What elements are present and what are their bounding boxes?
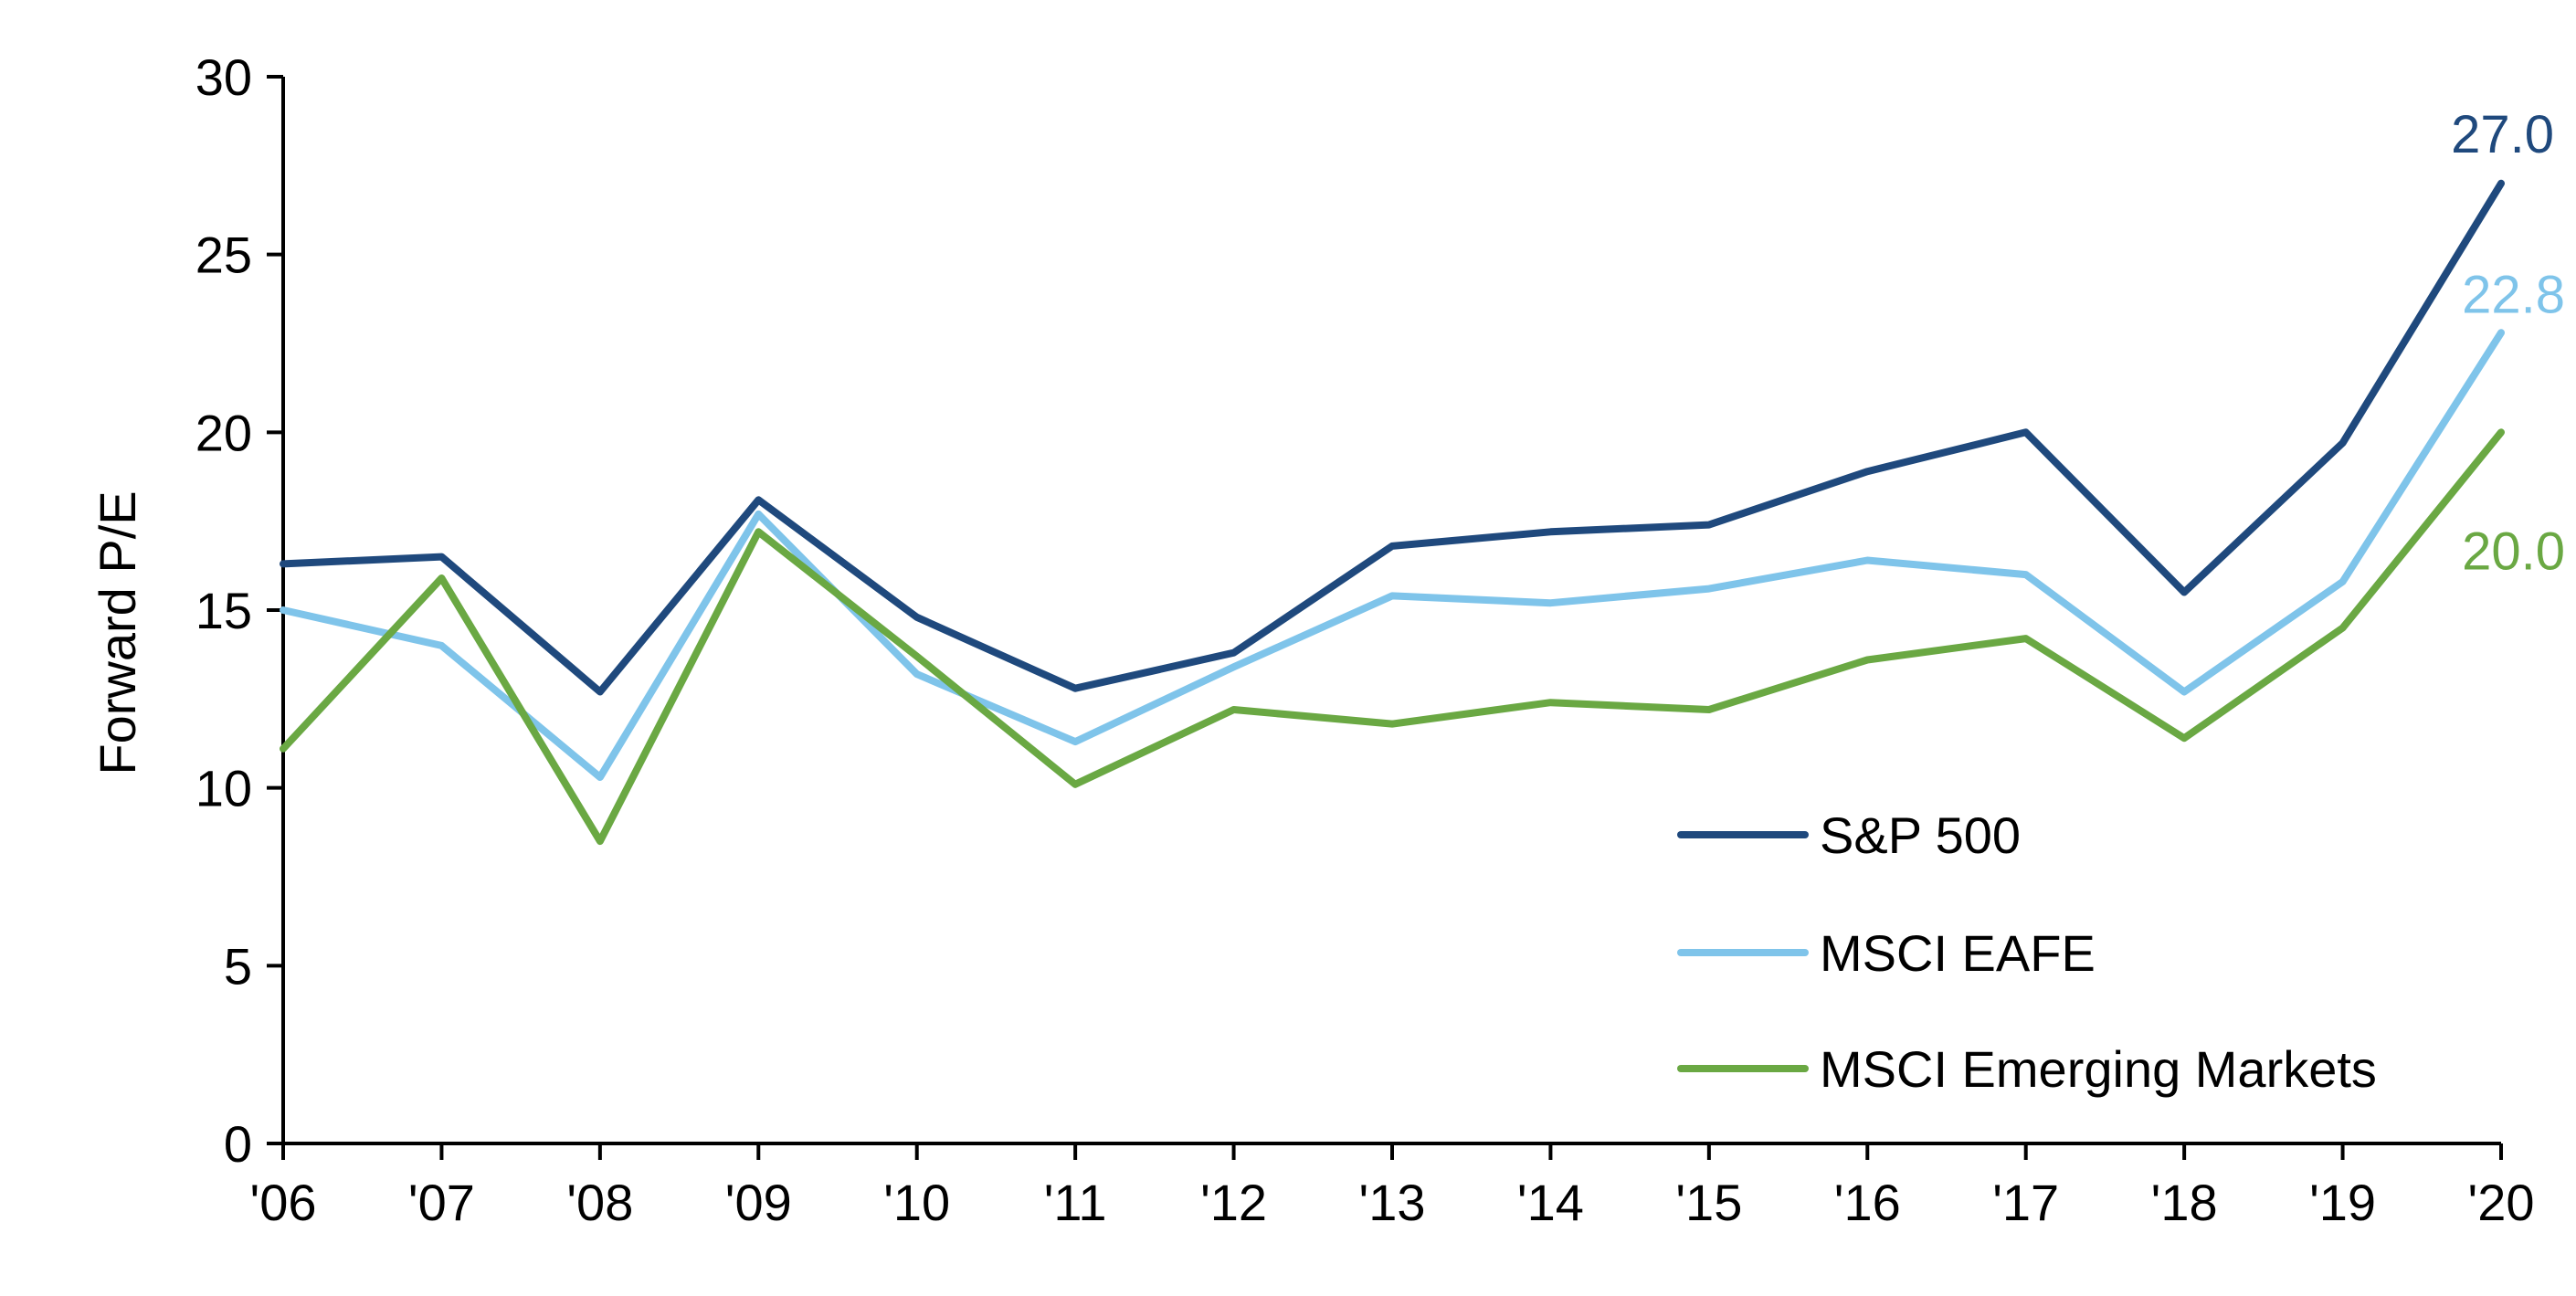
y-tick-label: 5	[224, 937, 252, 995]
axes: 0 5 10 15 20 25 30 '06 '07 '08 '09 '10 '11 '12 '13 '14 '…	[195, 48, 2535, 1231]
x-tick-label: '14	[1517, 1174, 1584, 1231]
x-tick-label: '09	[725, 1174, 792, 1231]
y-tick-label: 30	[195, 48, 252, 106]
x-tick-label: '10	[883, 1174, 950, 1231]
x-tick-label: '18	[2151, 1174, 2218, 1231]
x-tick-label: '06	[250, 1174, 317, 1231]
y-tick-label: 25	[195, 227, 252, 284]
y-tick-label: 20	[195, 404, 252, 461]
x-tick-label: '20	[2468, 1174, 2535, 1231]
end-value-label-2: 22.8	[2462, 265, 2565, 324]
x-tick-label: '17	[1992, 1174, 2059, 1231]
y-tick-label: 10	[195, 760, 252, 817]
x-tick-label: '19	[2309, 1174, 2376, 1231]
x-tick-label: '11	[1044, 1174, 1107, 1231]
series-line-1	[280, 179, 2505, 696]
legend-label-1: S&P 500	[1820, 806, 2021, 864]
legend: S&P 500 MSCI EAFE MSCI Emerging Markets	[1677, 806, 2377, 1098]
series-line-2	[280, 329, 2505, 781]
y-tick-label: 0	[224, 1115, 252, 1173]
end-value-label-3: 20.0	[2462, 522, 2565, 581]
x-tick-label: '12	[1200, 1174, 1267, 1231]
end-value-label-1: 27.0	[2451, 105, 2554, 164]
x-tick-label: '08	[566, 1174, 633, 1231]
y-tick-label: 15	[195, 582, 252, 639]
series-line-3	[280, 428, 2505, 846]
x-tick-label: '15	[1675, 1174, 1742, 1231]
end-value-labels: 27.0 22.8 20.0	[2451, 105, 2565, 582]
x-tick-label: '07	[408, 1174, 475, 1231]
legend-label-2: MSCI EAFE	[1820, 924, 2096, 982]
series-lines	[280, 179, 2505, 846]
x-tick-label: '16	[1834, 1174, 1901, 1231]
x-tick-label: '13	[1359, 1174, 1426, 1231]
y-axis-title: Forward P/E	[89, 490, 146, 774]
legend-label-3: MSCI Emerging Markets	[1820, 1040, 2377, 1098]
